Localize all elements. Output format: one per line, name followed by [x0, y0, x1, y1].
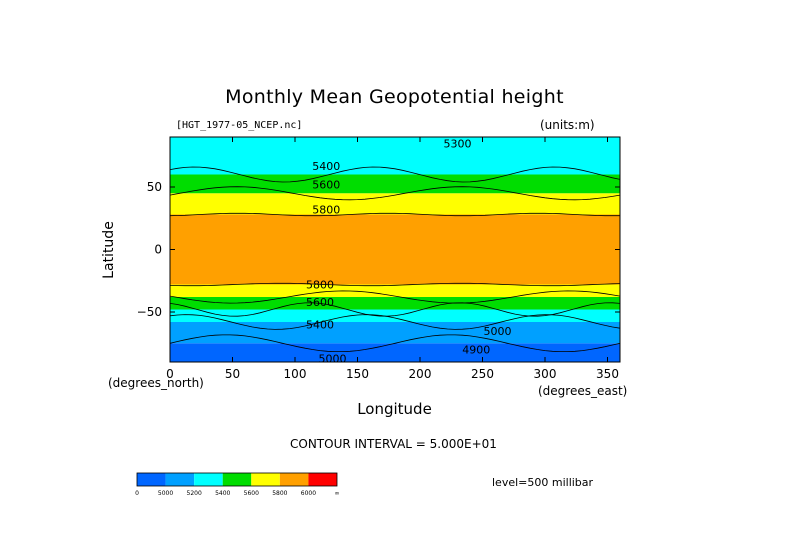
contour-label-5: 5600: [306, 296, 334, 309]
contour-line-5: [170, 212, 620, 217]
colorbar-segment: [137, 473, 166, 486]
contour-line-6: [170, 186, 620, 201]
contour-label-2: 5600: [312, 179, 340, 192]
colorbar-segment: [222, 473, 252, 486]
axis-ticks: 0 50 100 150 200 250 300 350 50 0 −50: [137, 137, 620, 381]
x-tick-label: 50: [225, 367, 240, 381]
contour-label-8: 4900: [462, 344, 490, 357]
x-tick-label: 200: [409, 367, 432, 381]
colorbar-tick-label: ∞: [335, 490, 340, 497]
colorbar-segment: [308, 473, 337, 486]
colorbar-tick-label: 5000: [158, 490, 173, 497]
y-tick-label: −50: [137, 305, 162, 319]
contour-label-6: 5400: [306, 319, 334, 332]
band-7: [170, 174, 620, 194]
y-tick-label: 50: [147, 180, 162, 194]
band-4: [170, 284, 620, 297]
x-tick-label: 350: [596, 367, 619, 381]
colorbar-segment: [194, 473, 223, 486]
colorbar-tick-label: 5800: [272, 490, 287, 497]
colorbar-segment: [279, 473, 309, 486]
band-8: [170, 137, 620, 175]
x-axis-label: Longitude: [357, 400, 432, 418]
units-label: (units:m): [540, 118, 595, 132]
contour-label-1: 5400: [312, 160, 340, 173]
contour-line-3: [170, 290, 620, 304]
colorbar: 0 5000 5200 5400 5600 5800 6000 ∞: [135, 472, 340, 497]
x-tick-label: 300: [534, 367, 557, 381]
band-5: [170, 214, 620, 285]
colorbar-tick-label: 5200: [187, 490, 202, 497]
band-1: [170, 322, 620, 344]
y-tick-label: 0: [154, 243, 162, 257]
x-unit-label: (degrees_north): [108, 376, 204, 390]
contour-labels: 5300 5400 5600 5800 5800 5600 5400 5000 4900 5000: [306, 137, 512, 365]
x-tick-label: 250: [471, 367, 494, 381]
contour-line-0: [170, 334, 620, 352]
contour-interval-label: CONTOUR INTERVAL = 5.000E+01: [290, 437, 497, 451]
colorbar-tick-label: 5600: [244, 490, 259, 497]
contour-label-4: 5800: [306, 279, 334, 292]
colorbar-tick-label: 0: [135, 490, 139, 497]
contour-label-0: 5300: [444, 137, 472, 150]
band-6: [170, 193, 620, 215]
x-tick-label: 150: [346, 367, 369, 381]
chart-title: Monthly Mean Geopotential height: [225, 86, 564, 108]
contour-line-2: [170, 302, 620, 317]
band-0: [170, 343, 620, 362]
x-tick-label: 100: [284, 367, 307, 381]
x-tick-label: 0: [166, 367, 174, 381]
colorbar-tick-label: 6000: [301, 490, 316, 497]
colorbar-segment: [165, 473, 195, 486]
colorbar-frame: [136, 472, 338, 487]
source-file-label: [HGT_1977-05_NCEP.nc]: [176, 120, 303, 131]
colorbar-tick-label: 5400: [215, 490, 230, 497]
contour-line-1: [170, 314, 620, 330]
contour-label-7: 5000: [484, 325, 512, 338]
contour-label-3: 5800: [312, 204, 340, 217]
contour-line-4: [170, 282, 620, 287]
y-unit-label: (degrees_east): [538, 384, 628, 398]
contour-line-7: [170, 166, 620, 183]
level-label: level=500 millibar: [492, 476, 594, 489]
colorbar-segment: [251, 473, 280, 486]
color-bands: [170, 137, 620, 362]
contour-lines: [170, 166, 620, 352]
contour-label-9: 5000: [319, 352, 347, 365]
